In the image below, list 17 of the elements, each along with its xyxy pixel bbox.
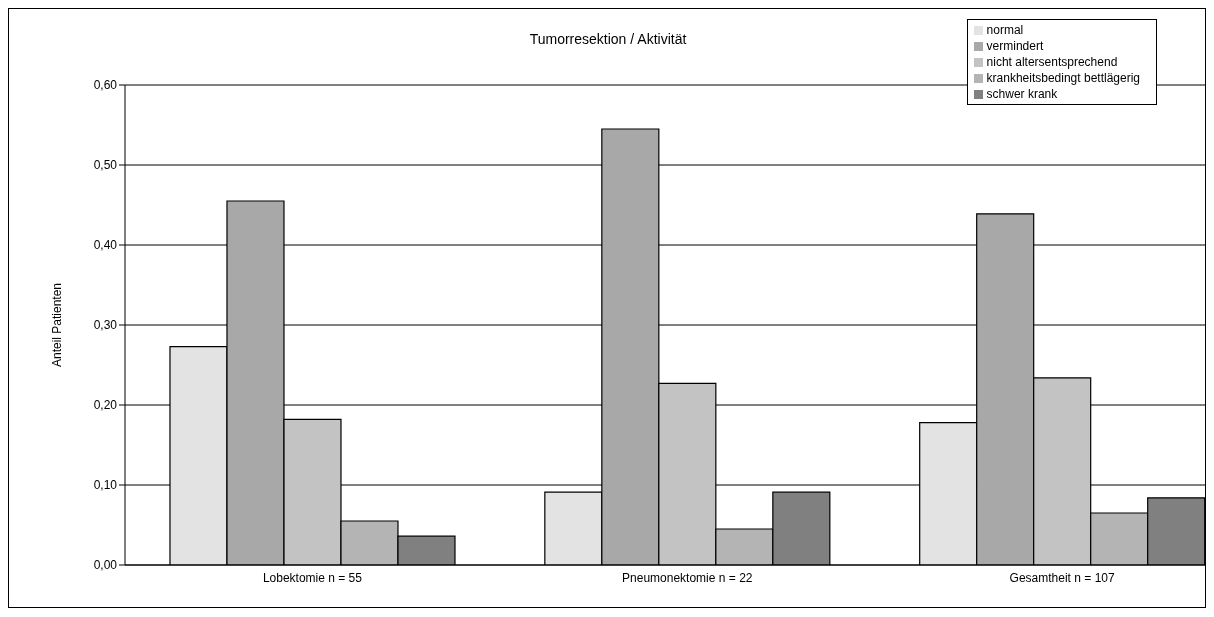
y-tick-label: 0,10 (93, 478, 118, 493)
legend-label: krankheitsbedingt bettlägerig (986, 71, 1140, 85)
y-tick-label: 0,00 (93, 558, 118, 573)
legend-label: schwer krank (986, 87, 1058, 101)
legend-label: vermindert (986, 39, 1044, 53)
chart-title: Tumorresektion / Aktivität (529, 31, 687, 47)
x-tick-label: Lobektomie n = 55 (262, 570, 363, 585)
x-tick-label: Gesamtheit n = 107 (1009, 570, 1115, 585)
x-tick-label: Pneumonektomie n = 22 (622, 570, 753, 585)
legend-label: nicht altersentsprechend (986, 55, 1118, 69)
y-tick-label: 0,40 (93, 238, 118, 253)
y-tick-label: 0,60 (93, 78, 118, 93)
y-tick-label: 0,20 (93, 398, 118, 413)
y-tick-label: 0,50 (93, 158, 118, 173)
y-axis-title: Anteil Patienten (50, 282, 65, 368)
legend-label: normal (986, 23, 1024, 37)
y-tick-label: 0,30 (93, 318, 118, 333)
